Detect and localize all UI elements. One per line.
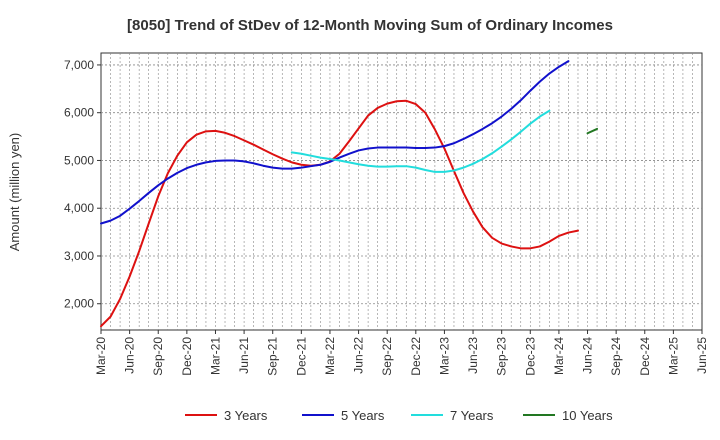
legend-label: 10 Years — [562, 408, 613, 423]
x-tick-label: Jun-20 — [123, 337, 137, 374]
y-axis-label: Amount (million yen) — [7, 133, 22, 252]
x-tick-label: Dec-23 — [523, 337, 537, 376]
x-tick-label: Mar-25 — [666, 337, 680, 375]
x-tick-label: Sep-24 — [609, 337, 623, 376]
x-tick-label: Mar-21 — [208, 337, 222, 375]
series-line-10-years — [586, 127, 599, 135]
x-tick-label: Dec-24 — [638, 337, 652, 376]
y-tick-label: 4,000 — [64, 201, 94, 215]
series-lines — [100, 60, 599, 328]
y-tick-label: 6,000 — [64, 106, 94, 120]
x-tick-label: Dec-22 — [409, 337, 423, 376]
legend-label: 5 Years — [341, 408, 385, 423]
x-tick-label: Jun-22 — [352, 337, 366, 374]
x-tick-label: Dec-20 — [180, 337, 194, 376]
x-tick-label: Dec-21 — [294, 337, 308, 376]
y-tick-label: 5,000 — [64, 153, 94, 167]
x-tick-label: Jun-25 — [695, 337, 709, 374]
x-tick-label: Sep-20 — [151, 337, 165, 376]
x-tick-label: Mar-23 — [437, 337, 451, 375]
series-line-7-years — [290, 109, 551, 173]
x-tick-label: Sep-22 — [380, 337, 394, 376]
y-tick-label: 2,000 — [64, 297, 94, 311]
series-line-3-years — [100, 99, 579, 328]
plot-frame — [100, 52, 703, 331]
y-tick-label: 7,000 — [64, 58, 94, 72]
x-tick-label: Jun-21 — [237, 337, 251, 374]
chart-title: [8050] Trend of StDev of 12-Month Moving… — [127, 17, 613, 34]
x-tick-label: Mar-22 — [323, 337, 337, 375]
x-tick-label: Jun-24 — [581, 337, 595, 374]
legend: 3 Years 5 Years 7 Years 10 Years — [185, 408, 613, 423]
legend-label: 7 Years — [450, 408, 494, 423]
legend-label: 3 Years — [224, 408, 268, 423]
x-tick-label: Mar-20 — [94, 337, 108, 375]
x-tick-label: Jun-23 — [466, 337, 480, 374]
x-tick-label: Sep-23 — [495, 337, 509, 376]
x-tick-label: Sep-21 — [266, 337, 280, 376]
plot-area — [100, 52, 703, 331]
x-tick-label: Mar-24 — [552, 337, 566, 375]
grid-lines — [101, 53, 702, 330]
y-tick-label: 3,000 — [64, 249, 94, 263]
x-axis-tick-labels: Mar-20 Jun-20 Sep-20 Dec-20 Mar-21 Jun-21 Sep-… — [94, 330, 709, 376]
y-axis-tick-labels: 2,000 3,000 4,000 5,000 6,000 7,000 — [64, 58, 101, 311]
